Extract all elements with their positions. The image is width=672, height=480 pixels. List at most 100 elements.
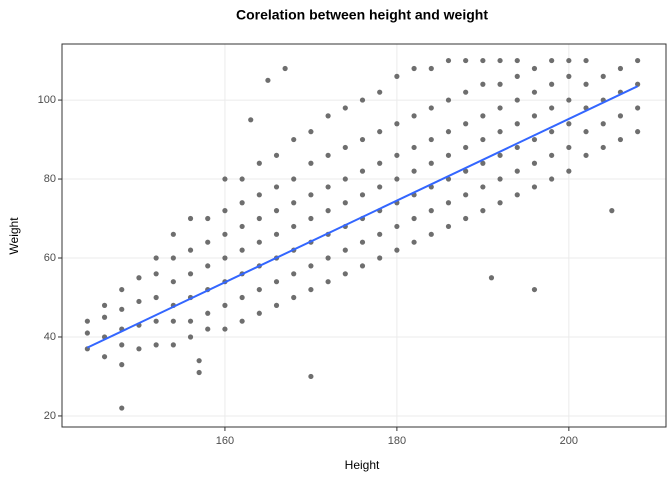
y-axis-title: Weight (7, 217, 21, 255)
point (205, 215, 211, 222)
point (600, 121, 606, 127)
point (222, 231, 228, 237)
point (170, 318, 176, 324)
point (153, 271, 159, 277)
point (273, 302, 280, 308)
point (308, 373, 314, 380)
point (239, 247, 245, 253)
point (101, 354, 108, 360)
point (273, 152, 280, 158)
y-tick-label: 40 (44, 331, 56, 343)
point (101, 314, 108, 320)
point (497, 176, 503, 182)
point (583, 81, 589, 87)
chart-title: Corelation between height and weight (236, 7, 488, 23)
point (480, 113, 486, 119)
point (497, 129, 503, 135)
point (531, 160, 538, 166)
point (617, 113, 624, 119)
point (291, 176, 297, 182)
point (256, 160, 262, 166)
point (531, 89, 538, 95)
point (428, 65, 434, 72)
point (291, 294, 297, 301)
point (359, 168, 366, 174)
point (342, 144, 348, 151)
point (549, 57, 555, 64)
point (136, 298, 142, 305)
point (239, 200, 245, 206)
point (463, 215, 469, 222)
point (635, 81, 641, 87)
point (394, 73, 400, 79)
point (325, 184, 331, 190)
x-axis-title: Height (345, 458, 380, 472)
point (342, 105, 348, 111)
x-tick-label: 160 (216, 435, 234, 447)
point (411, 215, 417, 222)
point (583, 57, 589, 64)
y-tick-label: 80 (44, 173, 56, 185)
point (101, 302, 108, 308)
point (377, 129, 383, 135)
point (325, 255, 331, 261)
point (265, 77, 271, 83)
point (428, 231, 434, 237)
point (325, 208, 331, 214)
point (411, 113, 417, 119)
y-tick-label: 60 (44, 252, 56, 264)
point (308, 192, 314, 198)
point (291, 200, 297, 206)
point (583, 129, 589, 135)
point (187, 334, 194, 340)
point (411, 168, 417, 174)
point (308, 129, 314, 135)
point (480, 184, 486, 190)
point (325, 279, 331, 285)
point (273, 279, 280, 285)
y-tick-label: 20 (44, 410, 56, 422)
point (617, 65, 624, 72)
x-tick-label: 180 (388, 435, 406, 447)
point (359, 263, 366, 269)
point (497, 105, 503, 111)
point (308, 215, 314, 222)
point (497, 57, 503, 64)
point (222, 326, 228, 332)
point (291, 136, 297, 143)
point (84, 330, 90, 336)
point (119, 362, 125, 368)
point (531, 136, 538, 143)
point (445, 97, 452, 103)
point (239, 176, 245, 182)
point (428, 136, 434, 143)
point (205, 326, 211, 332)
y-tick-label: 100 (38, 94, 56, 106)
point (566, 97, 572, 103)
point (205, 239, 211, 245)
point (170, 342, 176, 348)
point (377, 160, 383, 166)
point (119, 342, 125, 348)
point (488, 275, 495, 281)
point (463, 57, 469, 64)
point (153, 318, 159, 324)
point (170, 231, 176, 237)
point (514, 192, 520, 198)
point (205, 263, 211, 269)
point (291, 223, 297, 230)
point (514, 97, 520, 103)
point (497, 200, 503, 206)
point (394, 223, 400, 230)
point (196, 369, 202, 376)
point (170, 255, 176, 261)
trend-line (86, 85, 639, 349)
point (600, 144, 606, 151)
point (342, 271, 348, 277)
point (377, 184, 383, 190)
point (428, 208, 434, 214)
point (480, 136, 486, 143)
point (187, 318, 194, 324)
point (308, 160, 314, 166)
point (239, 294, 245, 301)
